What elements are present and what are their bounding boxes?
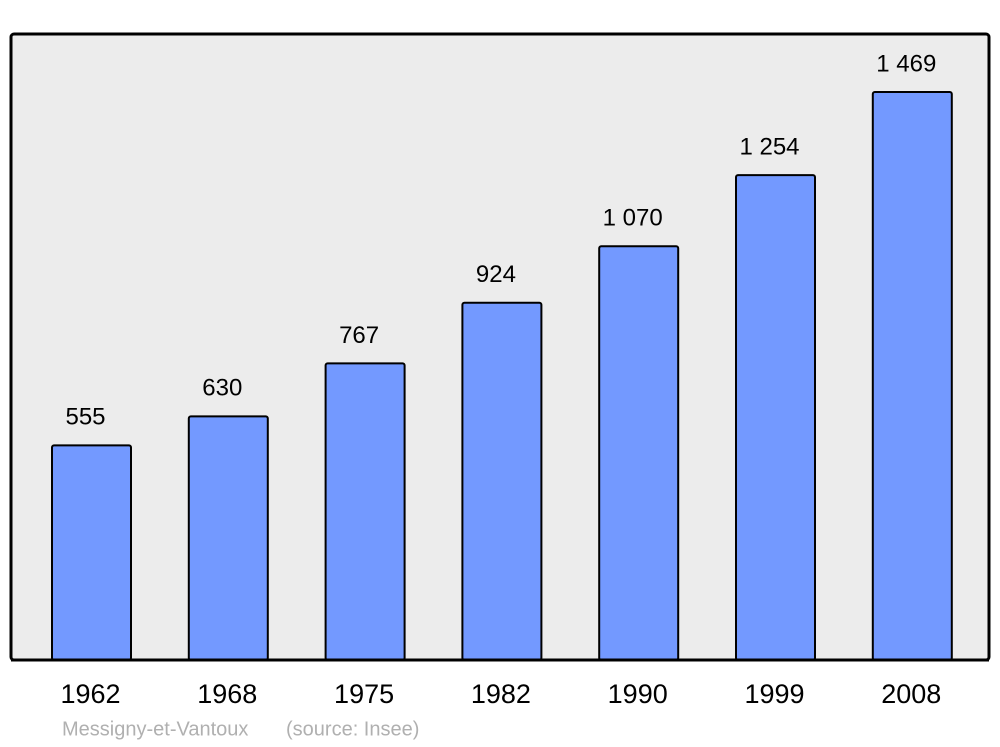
bar (324, 362, 406, 661)
bar (461, 301, 543, 661)
value-label: 1 070 (603, 205, 663, 232)
caption: Messigny-et-Vantoux (62, 718, 248, 740)
source: (source: Insee) (286, 718, 419, 740)
x-tick-label: 1962 (60, 679, 120, 709)
value-label: 630 (202, 375, 242, 402)
bar (51, 444, 132, 661)
x-tick-label: 2008 (881, 679, 941, 709)
x-tick-label: 1982 (471, 679, 531, 709)
bar (871, 91, 953, 661)
bar (598, 245, 680, 662)
value-label: 1 254 (739, 133, 799, 160)
bar (735, 174, 816, 661)
value-label: 555 (65, 404, 105, 431)
x-tick-label: 1968 (197, 679, 257, 709)
x-tick-label: 1990 (608, 679, 668, 709)
bar (187, 415, 269, 662)
x-tick-label: 1975 (334, 679, 394, 709)
x-tick-label: 1999 (744, 679, 804, 709)
value-label: 1 469 (876, 50, 936, 77)
value-label: 767 (339, 322, 379, 349)
value-label: 924 (476, 261, 516, 288)
